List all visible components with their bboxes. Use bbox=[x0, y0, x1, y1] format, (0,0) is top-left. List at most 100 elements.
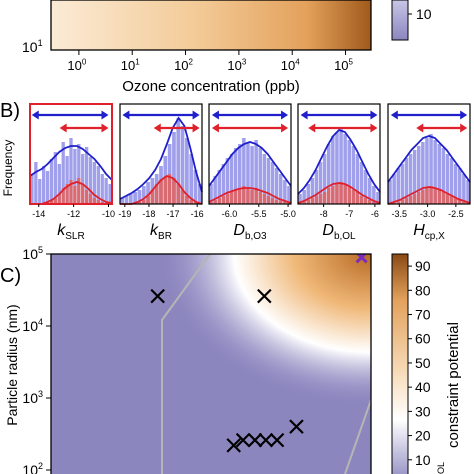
blue-hist-bar bbox=[233, 148, 238, 204]
subplot-xtick-label: -3.0 bbox=[420, 209, 436, 219]
blue-hist-bar bbox=[100, 174, 104, 204]
panel-a-xtick-label: 105 bbox=[334, 58, 353, 73]
blue-hist-bar bbox=[425, 138, 429, 204]
blue-hist-bar bbox=[254, 140, 258, 204]
blue-range-arrow-head-right bbox=[370, 110, 378, 120]
blue-range-arrow-head-right bbox=[192, 110, 200, 120]
blue-hist-bar bbox=[108, 184, 112, 204]
subplot-frame bbox=[387, 103, 471, 205]
blue-hist-bar bbox=[355, 154, 360, 204]
blue-hist-bar bbox=[221, 164, 226, 204]
blue-hist-bar bbox=[287, 186, 291, 204]
red-hist-bar bbox=[225, 194, 230, 204]
blue-hist-bar bbox=[310, 178, 315, 204]
subplot-xlabel: kBR bbox=[150, 222, 172, 242]
red-hist-bar bbox=[213, 200, 217, 204]
panel-c-colorbar-tick-label: 90 bbox=[415, 258, 431, 274]
subplot-db-o3: -6.0 -5.5 -5.0 Db,O3 bbox=[208, 103, 296, 242]
panel-c-colorbar-tick-label: 20 bbox=[415, 428, 431, 444]
data-marker-x bbox=[257, 288, 272, 304]
subplot-xtick-label: -10 bbox=[102, 209, 115, 219]
panel-c: C) 105 104 103 102 Particle radius (nm) 90 8… bbox=[0, 245, 462, 474]
panel-c-ytick-label: 104 bbox=[22, 317, 43, 334]
panel-c-frame bbox=[50, 253, 372, 474]
red-hist-bar bbox=[154, 184, 159, 204]
red-hist-bar bbox=[347, 186, 351, 204]
blue-hist-bar bbox=[322, 154, 327, 204]
blue-hist-bar bbox=[449, 158, 454, 204]
blue-hist-bar bbox=[306, 184, 310, 204]
red-hist-bar bbox=[262, 194, 267, 204]
blue-density-curve bbox=[29, 145, 113, 181]
blue-hist-bar bbox=[462, 174, 466, 204]
red-hist-bar bbox=[437, 190, 441, 204]
panel-a-xlabel: Ozone concentration (ppb) bbox=[122, 78, 300, 95]
red-density-curve bbox=[387, 186, 471, 205]
data-marker-x bbox=[289, 419, 304, 434]
red-hist-bar bbox=[327, 188, 331, 204]
blue-hist-bar bbox=[213, 176, 217, 204]
data-marker-x bbox=[247, 432, 263, 448]
subplot-xtick-label: -12 bbox=[67, 209, 80, 219]
blue-hist-bar bbox=[283, 180, 287, 204]
panel-c-ytick-label: 105 bbox=[22, 245, 43, 262]
panel-c-colorbar-tick-label: 80 bbox=[415, 282, 431, 298]
blue-hist-bar bbox=[120, 198, 125, 204]
red-hist-bar bbox=[306, 200, 310, 204]
red-hist-bar bbox=[314, 196, 319, 204]
blue-hist-bar bbox=[53, 152, 58, 204]
red-hist-bar bbox=[159, 180, 163, 204]
red-hist-bar bbox=[279, 201, 283, 204]
red-range-arrow-head-left bbox=[211, 123, 219, 133]
blue-hist-bar bbox=[376, 192, 380, 204]
red-density-curve bbox=[297, 182, 381, 204]
subplot-xtick-label: -19 bbox=[118, 209, 131, 219]
subplot-frame bbox=[29, 103, 113, 205]
panel-c-colorbar-tick-label: 40 bbox=[415, 379, 431, 395]
panel-c-contour-line-right bbox=[344, 399, 371, 474]
blue-hist-bar bbox=[61, 142, 65, 204]
red-hist-bar bbox=[77, 178, 81, 204]
blue-density-curve bbox=[387, 135, 471, 183]
panel-c-colorbar-tick-label: 70 bbox=[415, 307, 431, 323]
red-hist-bar bbox=[322, 192, 327, 204]
red-hist-bar bbox=[421, 190, 425, 204]
blue-hist-bar bbox=[372, 186, 376, 204]
red-hist-bar bbox=[396, 202, 400, 204]
blue-hist-bar bbox=[146, 182, 150, 204]
subplot-xtick-label: -5.0 bbox=[280, 209, 296, 219]
red-hist-bar bbox=[359, 196, 364, 204]
red-hist-bar bbox=[368, 200, 372, 204]
blue-hist-bar bbox=[73, 149, 77, 204]
panel-c-colorbar-tick-label: 60 bbox=[415, 331, 431, 347]
panel-a-x-ticks: 100 101 102 103 104 105 bbox=[67, 50, 354, 73]
red-hist-bar bbox=[429, 186, 433, 204]
red-hist-bar bbox=[445, 194, 450, 204]
red-hist-bar bbox=[363, 198, 368, 204]
panel-c-ytick-label: 102 bbox=[22, 461, 43, 474]
blue-hist-bar bbox=[400, 164, 405, 204]
red-hist-bar bbox=[458, 200, 462, 204]
blue-range-arrow-head-right bbox=[101, 110, 109, 120]
red-hist-bar bbox=[372, 202, 376, 204]
subplot-xlabel: kSLR bbox=[57, 222, 84, 242]
blue-hist-bar bbox=[298, 194, 302, 204]
red-hist-bar bbox=[351, 190, 356, 204]
red-hist-bar bbox=[73, 186, 77, 204]
red-hist-bar bbox=[238, 188, 242, 204]
blue-hist-bar bbox=[368, 178, 372, 204]
subplot-xtick-label: -2.5 bbox=[448, 209, 464, 219]
blue-hist-bar bbox=[302, 190, 306, 204]
red-range-arrow-head-right bbox=[460, 123, 468, 133]
blue-hist-bar bbox=[429, 134, 433, 204]
red-hist-bar bbox=[242, 186, 246, 204]
red-hist-bar bbox=[335, 184, 339, 204]
red-hist-bar bbox=[61, 188, 65, 204]
blue-hist-bar bbox=[238, 144, 242, 204]
panel-a-xtick-label: 101 bbox=[121, 58, 140, 73]
blue-range-arrow-head-right bbox=[281, 110, 289, 120]
blue-hist-bar bbox=[133, 192, 137, 204]
blue-hist-bar bbox=[88, 157, 93, 204]
red-hist-bar bbox=[88, 194, 93, 204]
